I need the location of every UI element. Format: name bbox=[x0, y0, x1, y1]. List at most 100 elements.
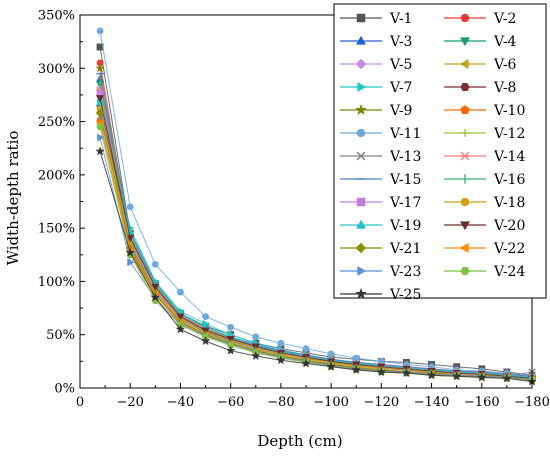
legend-marker-V-7 bbox=[357, 81, 367, 93]
data-point-V-20-2 bbox=[151, 283, 160, 292]
legend-item-V-14: V-14 bbox=[444, 149, 525, 165]
legend-label: V-2 bbox=[493, 11, 516, 27]
data-point-V-25-13 bbox=[426, 370, 437, 380]
legend-label: V-18 bbox=[493, 195, 525, 211]
x-tick-label: −100 bbox=[313, 395, 349, 410]
legend-item-V-23: V-23 bbox=[340, 264, 421, 280]
legend-label: V-13 bbox=[389, 149, 421, 165]
plot-series bbox=[95, 27, 537, 386]
legend-label: V-5 bbox=[389, 57, 412, 73]
data-point-V-9-0 bbox=[95, 63, 105, 73]
legend-marker-V-17 bbox=[356, 197, 366, 207]
legend-item-V-24: V-24 bbox=[444, 264, 525, 280]
series-line-V-11 bbox=[99, 30, 533, 376]
data-point-V-11-6 bbox=[252, 333, 260, 341]
legend-item-V-9: V-9 bbox=[340, 103, 412, 119]
legend-marker-V-13 bbox=[356, 151, 366, 161]
legend-label: V-25 bbox=[389, 287, 421, 303]
legend-label: V-14 bbox=[493, 149, 525, 165]
data-point-V-11-7 bbox=[277, 339, 285, 347]
data-point-V-25-6 bbox=[250, 350, 261, 361]
legend-label: V-9 bbox=[389, 103, 412, 119]
legend-item-V-20: V-20 bbox=[444, 218, 525, 234]
series-V-25 bbox=[95, 146, 537, 386]
legend-item-V-21: V-21 bbox=[340, 241, 421, 257]
data-point-V-25-8 bbox=[301, 358, 311, 368]
legend-label: V-16 bbox=[493, 172, 525, 188]
legend-label: V-12 bbox=[493, 126, 525, 142]
legend-item-V-5: V-5 bbox=[340, 57, 412, 73]
legend-item-V-2: V-2 bbox=[444, 11, 516, 27]
y-tick-label: 300% bbox=[38, 62, 75, 77]
legend-marker-V-14 bbox=[460, 151, 470, 161]
legend-marker-V-2 bbox=[460, 13, 470, 23]
legend-marker-V-11 bbox=[356, 128, 366, 138]
legend-marker-V-9 bbox=[355, 103, 367, 115]
x-tick-label: 0 bbox=[76, 395, 84, 410]
legend-item-V-19: V-19 bbox=[340, 218, 421, 234]
legend-label: V-19 bbox=[389, 218, 421, 234]
y-tick-label: 100% bbox=[38, 275, 75, 290]
data-point-V-25-10 bbox=[351, 364, 362, 374]
data-point-V-11-4 bbox=[202, 313, 210, 321]
axis-ticks: 0 −20 −40 −60 −80 −100 −120 −140 −160 −180 0% 50% 10… bbox=[38, 9, 550, 411]
legend-label: V-15 bbox=[389, 172, 421, 188]
x-tick-label: −120 bbox=[363, 395, 399, 410]
data-point-V-24-5 bbox=[226, 342, 235, 349]
data-point-V-25-11 bbox=[376, 366, 387, 377]
data-point-V-25-15 bbox=[476, 372, 487, 382]
legend-marker-V-20 bbox=[459, 221, 471, 231]
legend-marker-V-1 bbox=[356, 13, 366, 23]
legend-marker-V-23 bbox=[357, 265, 367, 277]
y-tick-label: 350% bbox=[38, 9, 75, 24]
data-point-V-11-3 bbox=[176, 288, 184, 296]
series-line-V-19 bbox=[99, 102, 533, 378]
legend-item-V-12: V-12 bbox=[444, 126, 525, 142]
data-point-V-25-1 bbox=[125, 247, 136, 257]
legend-box bbox=[333, 3, 547, 299]
legend-marker-V-22 bbox=[459, 242, 469, 254]
legend-label: V-4 bbox=[493, 34, 517, 50]
legend-label: V-23 bbox=[389, 264, 421, 280]
legend-label: V-22 bbox=[493, 241, 525, 257]
legend-marker-V-12 bbox=[461, 129, 469, 137]
data-point-V-11-5 bbox=[227, 323, 235, 331]
legend-item-V-16: V-16 bbox=[444, 172, 525, 188]
data-point-V-25-3 bbox=[175, 324, 186, 334]
data-point-V-25-12 bbox=[401, 368, 412, 378]
legend-marker-V-3 bbox=[355, 35, 367, 45]
legend-marker-V-4 bbox=[459, 37, 471, 47]
legend-marker-V-8 bbox=[460, 82, 470, 92]
legend-marker-V-5 bbox=[355, 58, 367, 70]
legend-label: V-17 bbox=[389, 195, 421, 211]
legend-item-V-6: V-6 bbox=[444, 57, 517, 73]
legend-label: V-1 bbox=[389, 11, 412, 27]
y-axis-title: Width-depth ratio bbox=[4, 131, 22, 266]
x-tick-label: −80 bbox=[267, 395, 294, 410]
y-tick-label: 50% bbox=[46, 328, 75, 343]
legend: V-1 V-2 V-3 V-4 V-5 V-6 V-7 V-8 V-9 V-10 V-11 V-12 V… bbox=[333, 3, 547, 303]
legend-marker-V-18 bbox=[460, 197, 470, 207]
data-point-V-21-0 bbox=[95, 108, 105, 118]
legend-item-V-1: V-1 bbox=[340, 11, 412, 27]
data-point-V-11-8 bbox=[302, 345, 310, 353]
series-line-V-20 bbox=[99, 98, 533, 379]
data-point-V-20-0 bbox=[95, 95, 105, 103]
legend-item-V-25: V-25 bbox=[340, 287, 421, 303]
data-point-V-24-0 bbox=[96, 123, 104, 131]
x-axis-title: Depth (cm) bbox=[257, 432, 342, 450]
legend-label: V-10 bbox=[493, 103, 525, 119]
legend-marker-V-21 bbox=[355, 242, 367, 254]
data-point-V-25-4 bbox=[200, 336, 211, 346]
legend-label: V-3 bbox=[389, 34, 412, 50]
y-tick-label: 250% bbox=[38, 115, 75, 130]
legend-label: V-11 bbox=[389, 126, 421, 142]
legend-item-V-13: V-13 bbox=[340, 149, 421, 165]
series-line-V-18 bbox=[99, 108, 533, 379]
legend-item-V-3: V-3 bbox=[340, 34, 412, 50]
series-line-V-25 bbox=[99, 151, 533, 383]
legend-label: V-24 bbox=[493, 264, 525, 280]
legend-item-V-11: V-11 bbox=[340, 126, 421, 142]
